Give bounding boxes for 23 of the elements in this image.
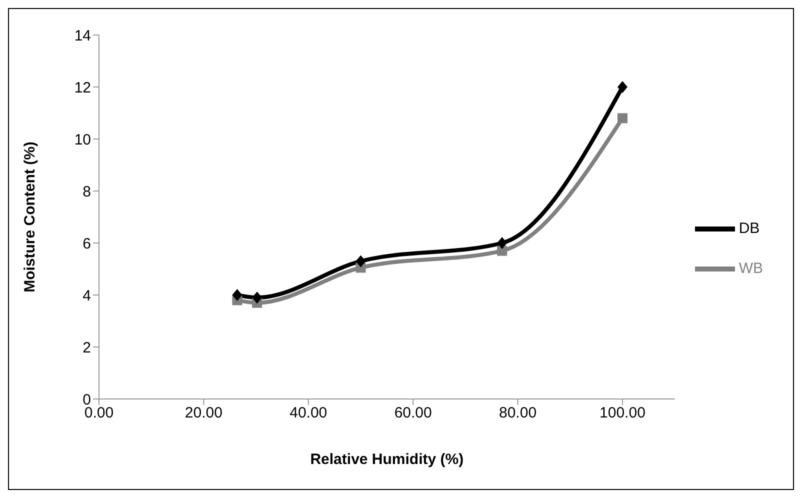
x-tick-label: 100.00 — [600, 404, 646, 422]
y-tick-label: 14 — [74, 27, 91, 44]
point — [252, 292, 262, 304]
x-tick-label: 40.00 — [290, 404, 328, 422]
point — [617, 81, 628, 93]
point — [497, 237, 508, 249]
y-tick-label: 2 — [82, 339, 91, 356]
legend-label: DB — [738, 220, 760, 237]
point — [497, 246, 508, 256]
y-tick-label: 10 — [74, 131, 91, 148]
y-tick-label: 8 — [82, 183, 91, 200]
point — [617, 113, 628, 124]
x-axis-title: Relative Humidity (%) — [310, 451, 464, 468]
x-tick-label: 20.00 — [184, 404, 222, 422]
y-tick-label: 12 — [74, 79, 91, 96]
y-axis-title: Moisture Content (%) — [21, 142, 38, 292]
point — [356, 255, 366, 268]
legend-label: WB — [738, 260, 763, 277]
y-tick-label: 4 — [82, 287, 91, 304]
x-tick-label: 60.00 — [394, 404, 432, 422]
point — [232, 289, 242, 301]
x-tick-label: 80.00 — [499, 404, 537, 422]
y-tick-label: 6 — [82, 235, 91, 252]
